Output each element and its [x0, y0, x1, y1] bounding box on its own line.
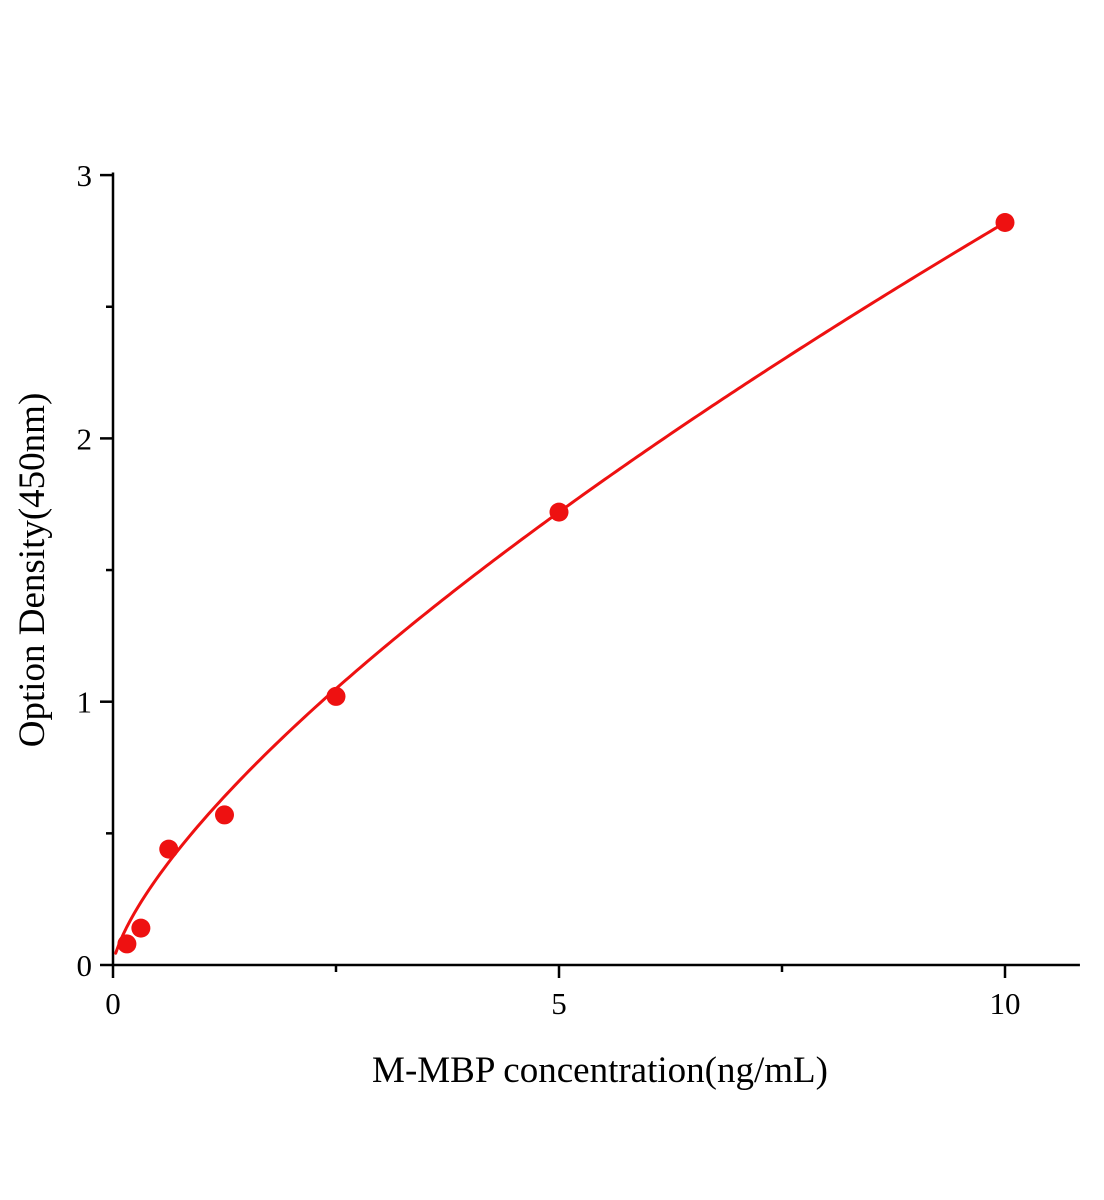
x-tick-label: 10 — [990, 986, 1021, 1021]
series-group — [114, 212, 1015, 955]
y-tick-label: 0 — [77, 948, 93, 983]
data-point — [215, 805, 234, 825]
data-point — [117, 934, 137, 954]
y-tick-label: 1 — [77, 685, 93, 720]
data-point — [995, 212, 1015, 232]
y-tick-label: 3 — [77, 158, 93, 193]
x-tick-label: 5 — [551, 986, 567, 1021]
data-point — [159, 839, 179, 859]
x-axis-title: M-MBP concentration(ng/mL) — [372, 1050, 828, 1091]
fit-curve — [114, 221, 1007, 955]
data-point — [326, 686, 346, 706]
x-tick-label: 0 — [105, 986, 121, 1021]
ticks-group — [100, 173, 1007, 978]
data-point — [549, 502, 569, 522]
data-point — [131, 918, 151, 938]
axes-group — [111, 172, 1080, 967]
y-axis-title: Option Density(450nm) — [12, 393, 53, 748]
y-tick-label: 2 — [77, 421, 93, 456]
tick-labels-group: 0 5 10 0 1 2 3 — [77, 158, 1021, 1021]
